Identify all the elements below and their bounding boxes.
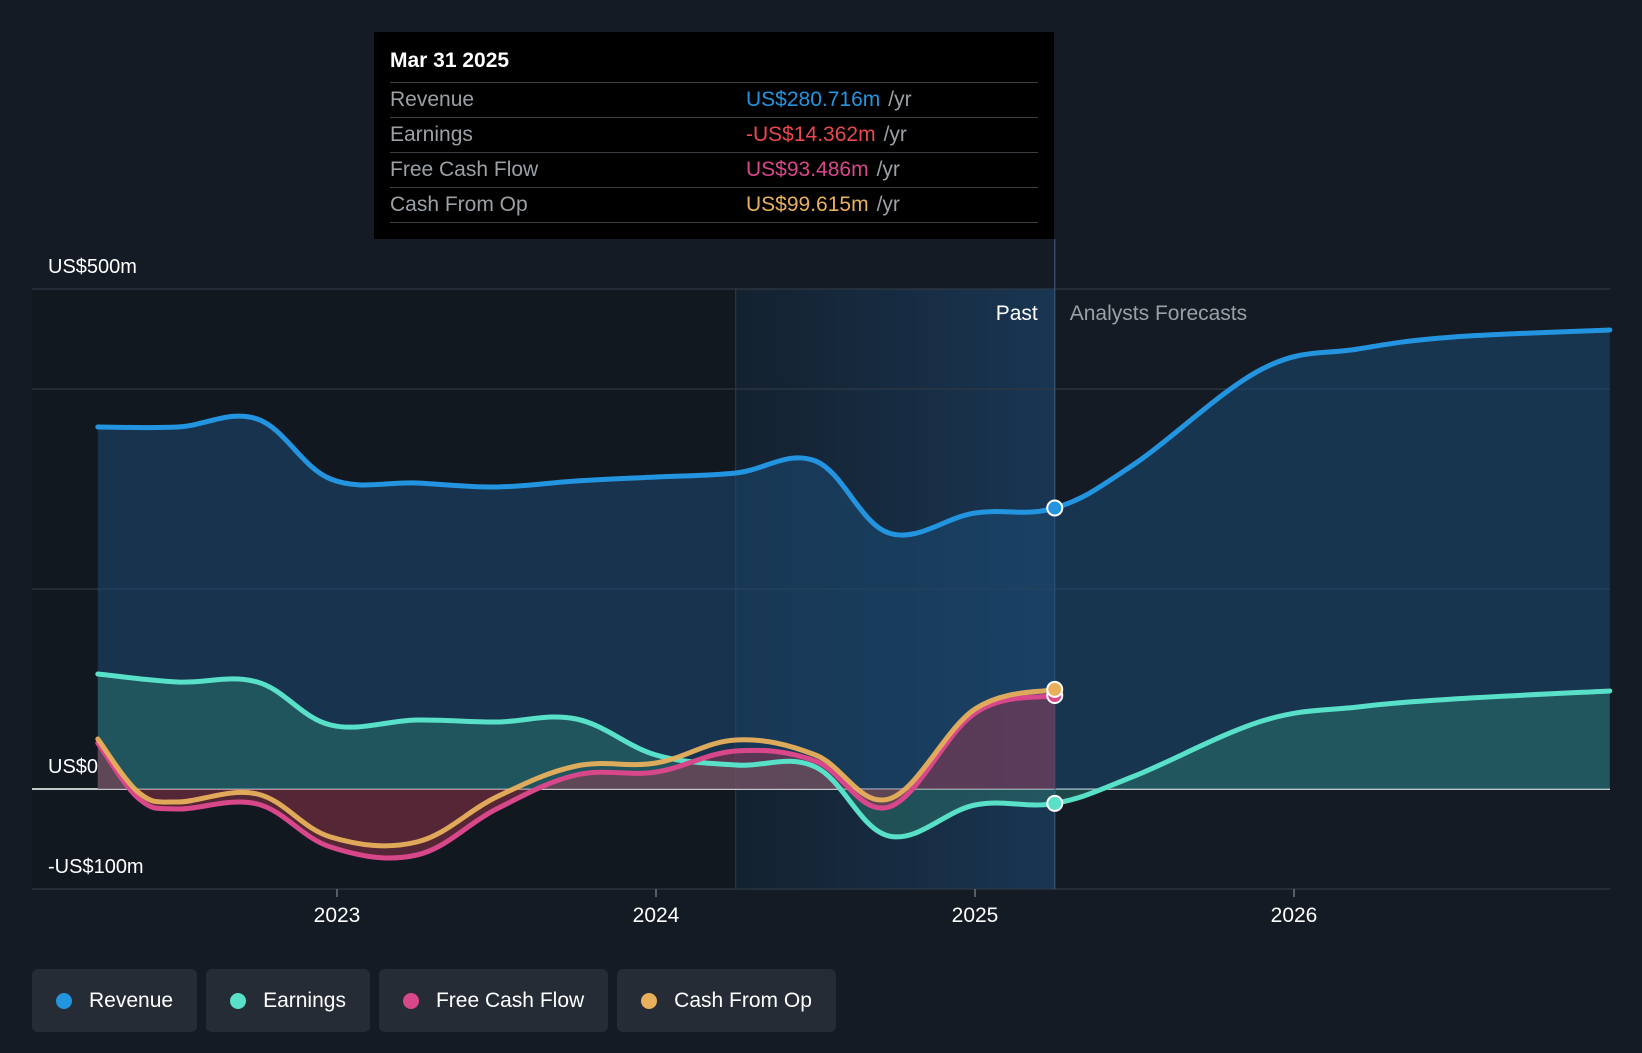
tooltip-panel: Mar 31 2025 Revenue US$280.716m /yr Earn… — [374, 32, 1054, 239]
y-axis-label: -US$100m — [48, 856, 144, 878]
x-axis-label: 2025 — [952, 904, 999, 927]
y-axis-label: US$500m — [48, 256, 137, 278]
tooltip-label: Revenue — [390, 88, 475, 111]
tooltip-unit: /yr — [876, 193, 900, 216]
tooltip-value: US$99.615m — [746, 193, 869, 216]
past-label: Past — [996, 302, 1038, 325]
tooltip-unit: /yr — [888, 88, 912, 111]
legend-item-revenue[interactable]: Revenue — [32, 969, 198, 1032]
revenue-area — [97, 330, 1610, 789]
legend-label: Earnings — [263, 988, 346, 1012]
free-cash-flow-line — [95, 693, 1058, 861]
legend-item-earnings[interactable]: Earnings — [206, 969, 370, 1032]
legend-dot-icon — [230, 992, 247, 1009]
earnings-marker — [1046, 794, 1064, 812]
legend: Revenue Earnings Free Cash Flow Cash Fro… — [32, 969, 836, 1032]
legend-item-free-cash-flow[interactable]: Free Cash Flow — [378, 969, 609, 1032]
tooltip-date: Mar 31 2025 — [390, 49, 510, 72]
revenue-line — [95, 327, 1613, 538]
x-axis-label: 2023 — [314, 904, 361, 927]
tooltip-row-cash-from-op: Cash From Op US$99.615m /yr — [390, 187, 1038, 223]
tooltip-label: Earnings — [390, 123, 473, 146]
legend-dot-icon — [56, 992, 72, 1009]
legend-label: Revenue — [89, 988, 174, 1012]
earnings-line — [95, 671, 1613, 840]
legend-item-cash-from-op[interactable]: Cash From Op — [617, 969, 836, 1032]
y-axis-label: US$0 — [48, 756, 98, 778]
tooltip-value: -US$14.362m — [746, 123, 876, 146]
tooltip-row-revenue: Revenue US$280.716m /yr — [390, 82, 1038, 117]
tooltip-value: US$93.486m — [746, 158, 869, 181]
tooltip-label: Free Cash Flow — [390, 158, 539, 181]
tooltip-value: US$280.716m — [746, 88, 881, 111]
tooltip-unit: /yr — [876, 158, 900, 181]
tooltip-row-earnings: Earnings -US$14.362m /yr — [390, 117, 1038, 152]
tooltip-unit: /yr — [883, 123, 907, 146]
legend-label: Free Cash Flow — [435, 988, 585, 1012]
tooltip-row-free-cash-flow: Free Cash Flow US$93.486m /yr — [390, 152, 1038, 187]
x-axis-label: 2024 — [633, 904, 680, 927]
legend-dot-icon — [402, 992, 419, 1009]
cash-from-op-line — [95, 686, 1058, 849]
revenue-marker — [1046, 499, 1064, 517]
forecast-label: Analysts Forecasts — [1070, 302, 1247, 325]
tooltip-label: Cash From Op — [390, 193, 528, 216]
legend-label: Cash From Op — [674, 988, 812, 1012]
legend-dot-icon — [641, 992, 658, 1009]
cash-from-op-marker — [1046, 680, 1064, 698]
x-axis-label: 2026 — [1271, 904, 1318, 927]
